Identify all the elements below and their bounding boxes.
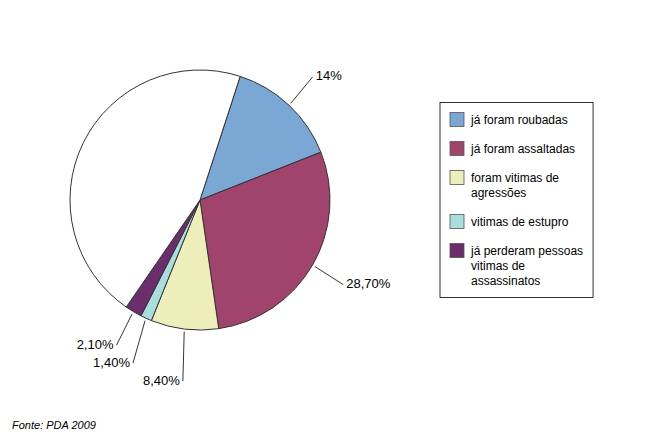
legend-label: já foram roubadas [470,113,568,127]
annotation: Fonte: PDA 2009 [12,419,96,431]
pie-slice [200,152,330,329]
leader-line [291,77,313,104]
legend-item: já foram roubadas [450,113,568,127]
legend-item: vitimas de estupro [450,215,569,229]
leader-line [133,321,145,364]
legend-label: foram vitimas deagressões [471,171,559,200]
data-label: 2,10% [77,337,114,352]
legend-item: já perderam pessoasvitimas deassassinato… [450,244,583,288]
legend-item: foram vitimas deagressões [450,171,559,200]
legend-swatch [450,244,464,258]
legend-swatch [450,171,464,185]
leader-line [117,314,133,345]
pie: 14% 28,70% 8,40% 1,40% 2,10% [70,68,391,387]
legend-frame [440,103,593,298]
leader-line [183,332,184,382]
legend-item: já foram assaltadas [450,142,575,156]
data-label: 1,40% [93,355,130,370]
legend-swatch [450,142,464,156]
data-label: 14% [316,68,342,83]
legend-label: já foram assaltadas [470,142,575,156]
data-labels: 14% 28,70% 8,40% 1,40% 2,10% [77,68,391,387]
legend-label: já perderam pessoasvitimas deassassinato… [470,244,583,288]
legend-swatch [450,113,464,127]
data-label: 8,40% [143,373,180,388]
data-label: 28,70% [346,276,391,291]
legend-swatch [450,215,464,229]
legend: já foram roubadas já foram assaltadas fora… [440,103,593,298]
leader-line [315,266,344,284]
chart: 14% 28,70% 8,40% 1,40% 2,10% já foram roubada… [0,0,658,437]
pie-slice [70,70,240,307]
legend-label: vitimas de estupro [471,215,569,229]
